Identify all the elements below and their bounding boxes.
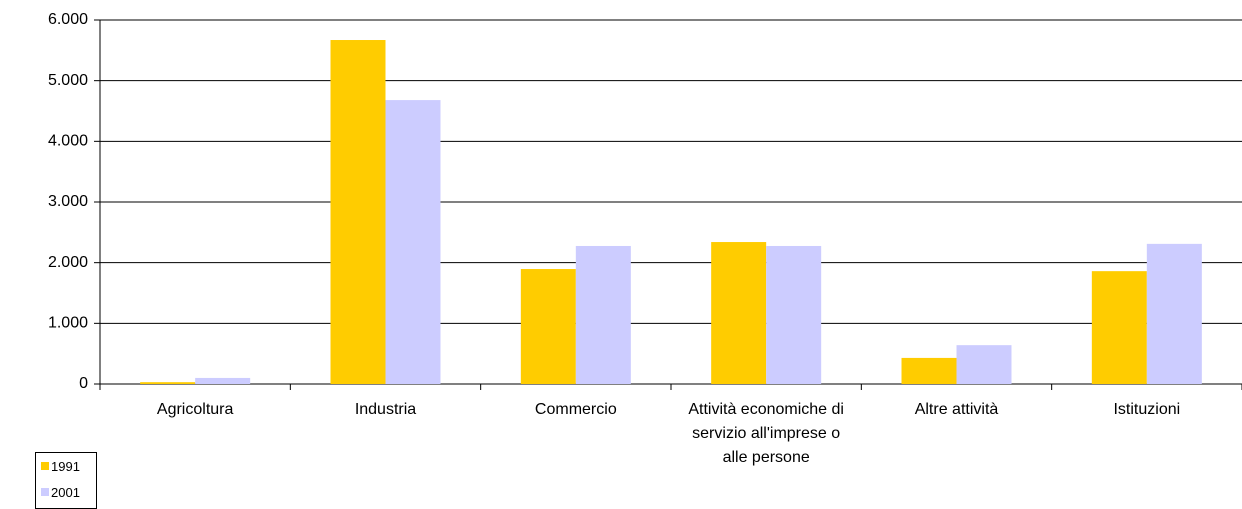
x-tick-label: Altre attività (914, 401, 999, 418)
y-tick-label: 6.000 (48, 11, 88, 28)
y-tick-label: 1.000 (48, 315, 88, 332)
bar (901, 357, 957, 384)
bar (956, 345, 1012, 384)
legend-swatch (41, 488, 49, 496)
legend: 1991 2001 (35, 452, 97, 509)
x-tick-label: Commercio (534, 401, 617, 418)
y-tick-label: 3.000 (48, 193, 88, 210)
x-tick-label: Industria (354, 401, 417, 418)
legend-label: 1991 (51, 458, 80, 474)
legend-swatch (41, 462, 49, 470)
bar (330, 40, 386, 385)
bar (575, 245, 631, 384)
x-tick-label: Istituzioni (1113, 401, 1181, 418)
legend-label: 2001 (51, 484, 80, 500)
bar (766, 245, 822, 384)
bar (520, 269, 576, 384)
y-tick-label: 2.000 (48, 254, 88, 271)
bar (140, 382, 196, 384)
x-tick-label: Agricoltura (156, 401, 234, 418)
legend-item: 1991 (36, 453, 96, 479)
y-tick-label: 4.000 (48, 133, 88, 150)
bar (1146, 243, 1202, 384)
legend-item: 2001 (36, 479, 96, 505)
bar (711, 242, 767, 384)
x-tick-label: Attività economiche di servizio all'impr… (688, 401, 844, 466)
y-tick-label: 0 (79, 375, 88, 392)
bar (195, 377, 251, 384)
bar (385, 100, 441, 384)
bar (1091, 271, 1147, 384)
y-tick-label: 5.000 (48, 72, 88, 89)
